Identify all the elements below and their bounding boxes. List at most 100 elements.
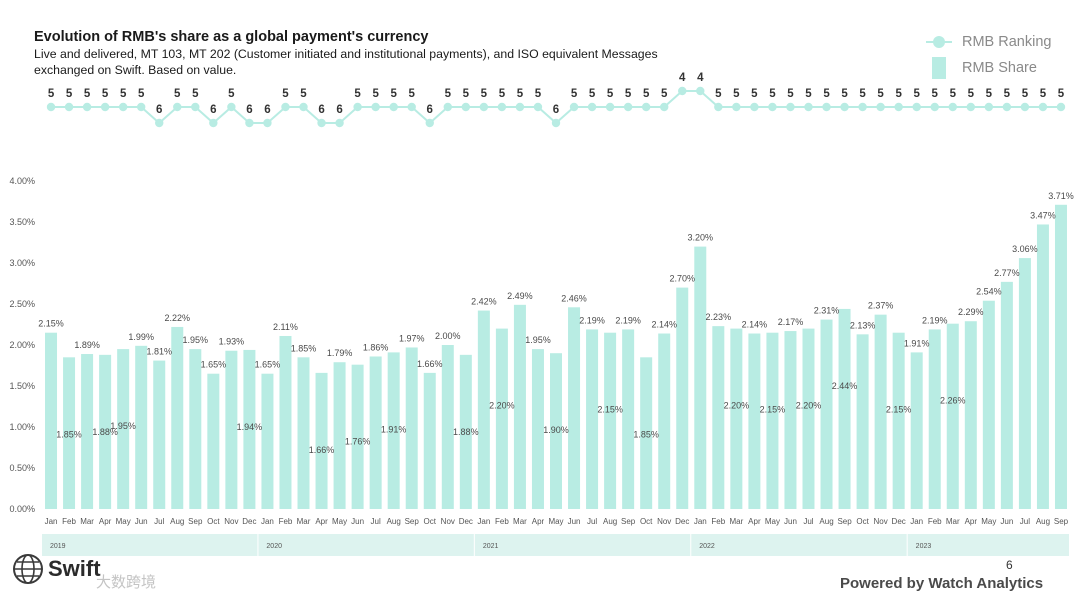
ranking-point [605, 102, 615, 112]
ranking-point [479, 102, 489, 112]
ranking-point [696, 86, 705, 96]
share-bar [495, 328, 508, 509]
x-tick-label: Feb [62, 517, 76, 526]
share-bar [748, 333, 761, 509]
share-data-label: 1.85% [633, 429, 659, 439]
ranking-label: 5 [499, 88, 506, 100]
ranking-point [587, 102, 597, 112]
ranking-point [389, 102, 398, 112]
x-tick-label: May [981, 517, 996, 526]
ranking-point [678, 86, 687, 96]
x-tick-label: Dec [242, 517, 256, 526]
ranking-label: 4 [697, 72, 704, 84]
powered-by: Powered by Watch Analytics [840, 575, 1044, 592]
share-bar [423, 372, 436, 509]
x-tick-label: Apr [315, 517, 328, 526]
ranking-point [245, 118, 254, 128]
x-tick-label: Jun [351, 517, 364, 526]
x-tick-label: Sep [405, 517, 420, 526]
ranking-point [750, 102, 759, 112]
x-tick-label: Sep [188, 517, 203, 526]
x-tick-label: Apr [748, 517, 761, 526]
ranking-point [569, 102, 579, 112]
x-tick-label: Nov [224, 517, 238, 526]
x-tick-label: Mar [513, 517, 527, 526]
x-tick-label: Jan [261, 517, 274, 526]
share-bar [658, 333, 671, 509]
ranking-point [786, 102, 795, 112]
ranking-label: 6 [264, 104, 270, 116]
ranking-point [136, 102, 146, 112]
x-tick-label: May [332, 517, 347, 526]
ranking-label: 5 [1040, 88, 1047, 100]
ranking-point [623, 102, 633, 112]
share-bar [135, 345, 148, 509]
share-data-label: 2.22% [164, 313, 190, 323]
x-tick-label: Mar [946, 517, 960, 526]
ranking-label: 5 [84, 88, 91, 100]
ranking-point [714, 102, 723, 112]
share-data-label: 1.81% [146, 347, 172, 357]
share-bar [459, 354, 472, 509]
share-data-label: 1.99% [128, 332, 154, 342]
share-bar [946, 323, 959, 509]
chart-title: Evolution of RMB's share as a global pay… [34, 29, 429, 45]
x-tick-label: Nov [874, 517, 888, 526]
ranking-point [100, 102, 110, 112]
ranking-point [64, 102, 74, 112]
share-bar [928, 329, 941, 509]
x-tick-label: Sep [621, 517, 636, 526]
x-tick-label: Aug [387, 517, 401, 526]
share-bar [1054, 204, 1067, 509]
ranking-label: 5 [463, 88, 470, 100]
ranking-label: 6 [553, 104, 559, 116]
ranking-point [263, 118, 272, 128]
y-tick-label: 1.00% [9, 422, 35, 432]
share-bar [586, 329, 599, 509]
bar-swatch-icon [932, 57, 946, 79]
share-data-label: 2.20% [724, 401, 750, 411]
ranking-label: 5 [174, 88, 181, 100]
x-tick-label: Jan [45, 517, 58, 526]
year-band [907, 534, 1069, 556]
x-tick-label: Jul [371, 517, 381, 526]
share-bar [63, 357, 76, 509]
ranking-point [1038, 102, 1048, 112]
ranking-point [335, 118, 344, 128]
share-data-label: 2.26% [940, 396, 966, 406]
ranking-label: 5 [787, 88, 794, 100]
share-data-label: 1.95% [110, 421, 136, 431]
ranking-label: 5 [715, 88, 722, 100]
ranking-point [155, 118, 164, 128]
share-data-label: 2.15% [886, 405, 912, 415]
ranking-label: 5 [1022, 88, 1029, 100]
share-data-label: 2.20% [489, 401, 515, 411]
legend-label-share: RMB Share [962, 60, 1037, 76]
share-data-label: 2.19% [922, 315, 948, 325]
ranking-label: 5 [228, 88, 235, 100]
share-data-label: 2.17% [778, 317, 804, 327]
x-tick-label: Jan [477, 517, 490, 526]
x-tick-label: Oct [856, 517, 869, 526]
ranking-point [407, 102, 416, 112]
x-tick-label: May [765, 517, 780, 526]
x-tick-label: Sep [837, 517, 852, 526]
ranking-label: 5 [986, 88, 993, 100]
ranking-label: 5 [913, 88, 920, 100]
ranking-label: 5 [607, 88, 614, 100]
ranking-label: 5 [805, 88, 812, 100]
share-data-label: 2.11% [273, 322, 298, 332]
ranking-point [732, 102, 741, 112]
share-bar [802, 328, 815, 509]
x-tick-label: Nov [657, 517, 671, 526]
share-data-label: 1.65% [201, 360, 227, 370]
y-tick-label: 0.00% [9, 504, 35, 514]
share-bar [261, 373, 274, 509]
legend-label-ranking: RMB Ranking [962, 34, 1052, 50]
share-data-label: 1.86% [363, 342, 389, 352]
legend-item-share: RMB Share [926, 56, 1051, 80]
ranking-label: 5 [859, 88, 866, 100]
x-tick-label: Mar [80, 517, 94, 526]
x-tick-label: Jun [1000, 517, 1013, 526]
